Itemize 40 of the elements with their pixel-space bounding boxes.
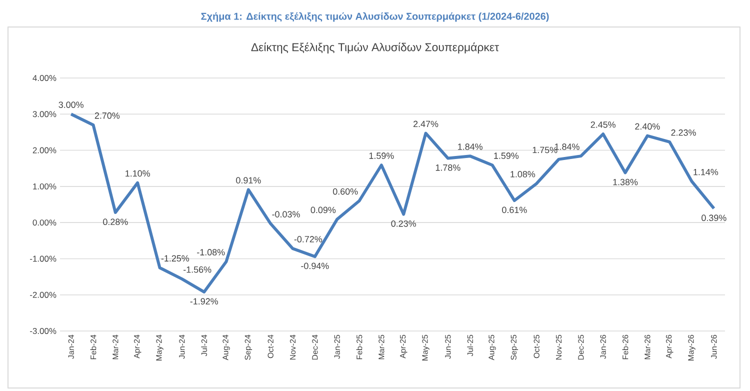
chart-subtitle: Δείκτης Εξέλιξης Τιμών Αλυσίδων Σουπερμάρκετ [251,42,499,54]
data-label: 0.09% [310,206,336,214]
data-label: 0.91% [236,177,261,184]
y-tick-label: -3.00% [30,328,56,334]
data-label: -1.56% [184,266,212,273]
data-label: 0.61% [502,206,527,214]
chart-title: Σχήμα 1: Δείκτης εξέλιξης τιμών Αλυσίδων Σουπερμάρκετ (1/2024-6/2026) [201,12,549,22]
data-label: -0.03% [272,211,300,218]
data-label: 3.00% [58,102,84,108]
y-tick-label: -1.00% [30,256,56,262]
y-tick-label: 3.00% [32,111,56,118]
y-tick-label: 0.00% [32,220,56,226]
y-tick-label: 1.00% [33,183,56,190]
data-label: 1.84% [458,144,482,150]
data-label: 1.08% [510,170,536,178]
data-label: 0.39% [702,214,726,222]
data-label: 2.70% [94,112,120,119]
data-label: 1.84% [554,144,580,150]
data-label: 1.14% [694,168,718,176]
y-tick-label: 2.00% [32,147,56,154]
data-label: -1.92% [190,298,218,305]
data-label: 0.28% [103,218,128,226]
data-label: 2.47% [414,120,438,128]
data-label: 1.38% [613,178,638,186]
data-label: 1.10% [126,170,150,177]
data-label: 1.78% [436,164,460,171]
data-label: 2.23% [671,129,696,136]
y-tick-label: 4.00% [32,75,56,81]
data-label: -0.72% [294,236,322,242]
data-label: 2.40% [635,123,660,130]
data-label: -0.94% [301,262,329,270]
data-label: 1.75% [532,146,558,154]
data-label: -1.25% [161,255,190,262]
data-label: 2.45% [590,121,616,128]
data-label: 1.59% [369,152,394,159]
y-tick-label: -2.00% [30,292,56,298]
data-label: 0.60% [332,188,358,195]
data-label: 1.59% [494,152,519,159]
data-label: 0.23% [391,220,416,227]
data-label: -1.08% [197,249,225,256]
